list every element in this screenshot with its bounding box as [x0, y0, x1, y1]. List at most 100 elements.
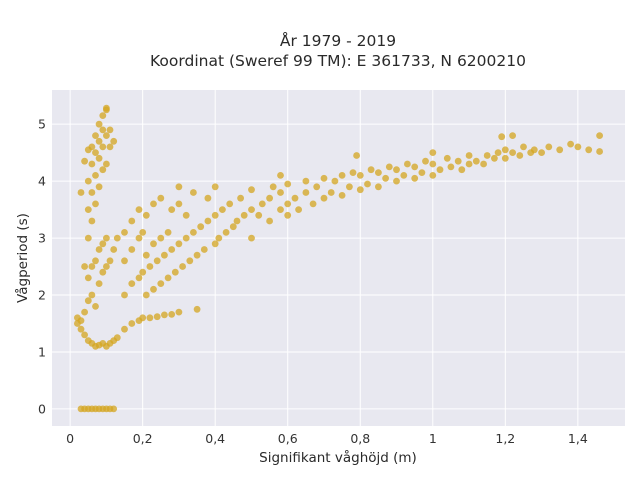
data-point: [585, 146, 593, 154]
data-point: [88, 263, 96, 270]
data-point: [84, 206, 92, 214]
data-point: [153, 313, 161, 321]
data-point: [150, 240, 157, 248]
data-point: [171, 268, 179, 276]
data-point: [92, 257, 99, 265]
data-point: [77, 317, 85, 324]
data-point: [269, 183, 277, 191]
data-point: [302, 177, 310, 185]
data-point: [128, 320, 136, 327]
data-point: [545, 143, 553, 151]
data-point: [436, 166, 444, 174]
data-point: [110, 405, 118, 413]
data-point: [142, 211, 150, 219]
data-point: [204, 194, 212, 202]
data-point: [556, 146, 564, 154]
data-point: [501, 154, 509, 162]
data-point: [99, 143, 107, 151]
data-point: [81, 263, 88, 270]
data-point: [99, 268, 107, 276]
data-point: [393, 166, 400, 174]
data-point: [121, 325, 128, 333]
data-point: [103, 160, 110, 168]
data-point: [142, 251, 150, 259]
data-point: [168, 246, 176, 253]
x-tick-label: 0: [66, 431, 74, 446]
data-point: [99, 240, 107, 248]
data-point: [356, 186, 364, 194]
data-point: [400, 172, 408, 179]
data-point: [418, 169, 426, 177]
data-point: [84, 177, 92, 185]
data-point: [429, 149, 437, 157]
data-point: [113, 334, 121, 342]
data-point: [320, 194, 328, 202]
data-point: [182, 234, 190, 242]
data-point: [161, 251, 168, 259]
data-point: [164, 229, 172, 236]
data-point: [121, 257, 128, 265]
data-point: [142, 291, 150, 299]
data-point: [88, 160, 96, 168]
data-point: [103, 104, 110, 112]
data-point: [422, 157, 429, 165]
data-point: [106, 126, 114, 134]
data-point: [349, 169, 357, 177]
data-point: [84, 234, 92, 242]
data-point: [491, 154, 498, 162]
data-point: [284, 180, 292, 188]
data-point: [161, 311, 168, 319]
y-tick-label: 0: [38, 401, 46, 416]
y-tick-label: 4: [38, 174, 46, 189]
data-point: [103, 132, 110, 140]
data-point: [226, 200, 234, 208]
data-point: [385, 163, 393, 171]
data-point: [92, 132, 99, 140]
data-point: [84, 274, 92, 282]
data-point: [135, 234, 143, 242]
data-point: [530, 146, 538, 154]
x-tick-label: 0,8: [350, 431, 370, 446]
data-point: [92, 200, 99, 208]
data-point: [103, 234, 110, 242]
data-point: [219, 206, 226, 214]
data-point: [186, 257, 194, 265]
data-point: [95, 120, 103, 128]
data-point: [81, 157, 88, 165]
data-point: [284, 200, 292, 208]
data-point: [175, 200, 183, 208]
data-point: [88, 291, 96, 299]
data-point: [494, 149, 502, 157]
data-point: [113, 234, 121, 242]
data-point: [103, 263, 110, 270]
data-point: [157, 234, 165, 242]
data-point: [393, 177, 400, 185]
data-point: [175, 308, 183, 316]
chart-title-line-2: Koordinat (Sweref 99 TM): E 361733, N 62…: [150, 52, 526, 70]
data-point: [465, 160, 473, 168]
data-point: [204, 217, 212, 225]
data-point: [309, 200, 317, 208]
data-point: [139, 268, 147, 276]
data-point: [411, 174, 419, 182]
x-tick-label: 1,4: [568, 431, 588, 446]
data-point: [106, 143, 114, 151]
data-point: [516, 152, 524, 159]
x-tick-label: 1,2: [495, 431, 515, 446]
data-point: [150, 200, 157, 208]
data-point: [211, 240, 219, 248]
data-point: [135, 206, 143, 214]
data-point: [193, 305, 201, 313]
data-point: [375, 183, 382, 191]
data-point: [182, 211, 190, 219]
x-tick-label: 0,4: [205, 431, 225, 446]
y-tick-label: 3: [38, 231, 46, 246]
y-tick-label: 1: [38, 344, 46, 359]
data-point: [411, 163, 419, 171]
data-point: [95, 183, 103, 191]
data-point: [197, 223, 205, 231]
data-point: [356, 172, 364, 179]
data-point: [353, 152, 360, 159]
data-point: [338, 192, 346, 199]
data-point: [520, 143, 527, 151]
